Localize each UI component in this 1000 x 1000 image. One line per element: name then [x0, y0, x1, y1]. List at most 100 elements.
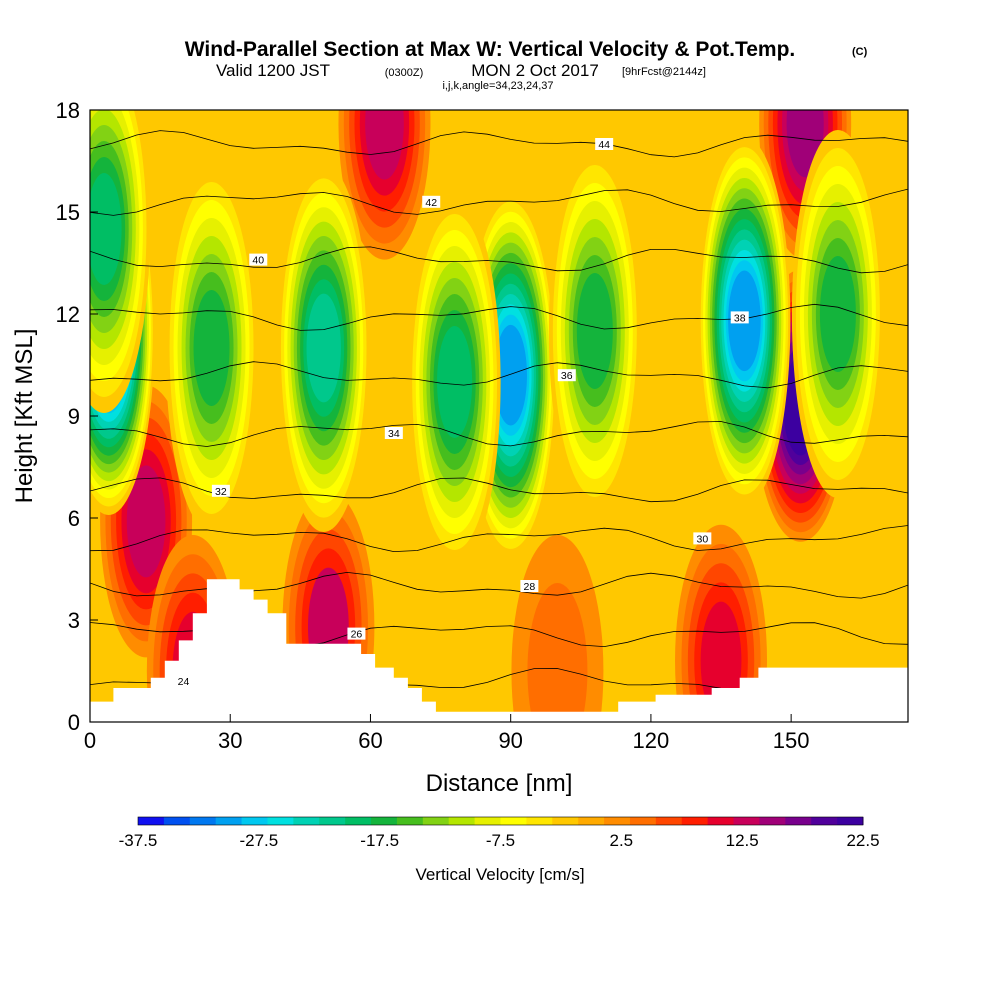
x-tick-label: 150 — [773, 728, 810, 753]
svg-text:42: 42 — [425, 197, 437, 209]
isentrope — [90, 421, 908, 447]
isentrope — [90, 303, 908, 331]
contour-label: 26 — [347, 627, 366, 641]
x-tick-label: 30 — [218, 728, 242, 753]
contour-label: 44 — [595, 138, 614, 151]
colorbar-swatch — [707, 817, 735, 825]
svg-text:30: 30 — [696, 533, 708, 545]
colorbar-swatch — [215, 817, 243, 825]
colorbar-swatch — [629, 817, 657, 825]
terrain — [90, 579, 908, 722]
svg-text:40: 40 — [252, 255, 264, 267]
copyright-mark: (C) — [852, 46, 868, 58]
colorbar-swatch — [655, 817, 683, 825]
svg-text:28: 28 — [524, 581, 536, 593]
contour-label: 34 — [384, 427, 403, 440]
isentrope — [90, 188, 908, 216]
valid-zone: (0300Z) — [385, 67, 424, 79]
y-tick-label: 0 — [68, 710, 80, 735]
isentrope — [90, 246, 908, 274]
svg-text:32: 32 — [215, 486, 227, 498]
svg-text:26: 26 — [351, 629, 363, 641]
plot-area: 24 26 28 30 32 34 36 38 40 42 44 46 48 — [90, 22, 908, 722]
colorbar-tick-label: 22.5 — [846, 831, 879, 850]
x-tick-label: 90 — [498, 728, 522, 753]
colorbar-swatch — [604, 817, 631, 825]
colorbar-swatch — [241, 817, 268, 825]
colorbar — [137, 816, 864, 826]
contour-label: 48 — [287, 22, 305, 35]
x-tick-label: 60 — [358, 728, 382, 753]
forecast-info: [9hrFcst@2144z] — [622, 66, 706, 78]
contour-label: 38 — [730, 311, 749, 324]
velocity-band — [576, 273, 613, 389]
y-tick-label: 9 — [68, 404, 80, 429]
velocity-band — [437, 326, 473, 438]
velocity-band — [527, 583, 588, 722]
colorbar-tick-label: 12.5 — [726, 831, 759, 850]
colorbar-swatch — [138, 817, 165, 825]
contour-label: 32 — [211, 484, 230, 498]
colorbar-swatch — [371, 817, 398, 825]
svg-text:38: 38 — [734, 312, 746, 324]
colorbar-swatch — [733, 817, 760, 825]
velocity-band — [819, 256, 856, 372]
contour-label: 28 — [520, 580, 539, 593]
colorbar-swatch — [319, 817, 346, 825]
svg-text:46: 46 — [771, 81, 783, 93]
colorbar-swatch — [526, 817, 553, 825]
colorbar-tick-label: -37.5 — [119, 831, 158, 850]
colorbar-swatch — [267, 817, 294, 825]
colorbar-swatch — [552, 817, 579, 825]
contour-label: 42 — [422, 195, 441, 209]
y-tick-label: 6 — [68, 506, 80, 531]
contour-label: 24 — [174, 675, 193, 688]
colorbar-swatch — [448, 817, 476, 825]
contour-label: 46 — [768, 80, 786, 93]
colorbar-swatch — [345, 817, 372, 825]
isentrope — [90, 361, 908, 389]
x-axis: 0 30 60 90 120 150 — [84, 714, 810, 753]
y-tick-label: 18 — [56, 98, 80, 123]
valid-time: Valid 1200 JST — [216, 61, 330, 80]
svg-text:34: 34 — [388, 428, 400, 440]
colorbar-swatch — [681, 817, 709, 825]
colorbar-tick-label: -7.5 — [486, 831, 515, 850]
colorbar-label: Vertical Velocity [cm/s] — [415, 865, 584, 884]
isentrope — [90, 525, 908, 553]
velocity-band — [494, 324, 527, 426]
colorbar-swatch — [163, 817, 191, 825]
y-axis: 0 3 6 9 12 15 18 — [56, 98, 98, 735]
chart-title: Wind-Parallel Section at Max W: Vertical… — [185, 38, 796, 61]
colorbar-tick-label: -27.5 — [239, 831, 278, 850]
colorbar-tick-label: 2.5 — [610, 831, 634, 850]
svg-text:44: 44 — [598, 139, 610, 151]
y-tick-label: 12 — [56, 302, 80, 327]
svg-text:48: 48 — [290, 23, 302, 35]
colorbar-swatch — [837, 817, 864, 825]
grid-indices: i,j,k,angle=34,23,24,37 — [442, 80, 553, 92]
svg-text:24: 24 — [178, 676, 190, 688]
colorbar-swatch — [578, 817, 605, 825]
contour-label: 30 — [693, 532, 712, 545]
x-tick-label: 0 — [84, 728, 96, 753]
colorbar-ticks: -37.5 -27.5 -17.5 -7.5 2.5 12.5 22.5 — [119, 831, 880, 850]
colorbar-tick-label: -17.5 — [360, 831, 399, 850]
vertical-velocity-field — [90, 110, 884, 722]
velocity-band — [193, 290, 230, 406]
y-tick-label: 15 — [56, 200, 80, 225]
y-tick-label: 3 — [68, 608, 80, 633]
colorbar-swatch — [759, 817, 786, 825]
colorbar-swatch — [500, 817, 527, 825]
x-tick-label: 120 — [633, 728, 670, 753]
velocity-band — [90, 173, 122, 285]
colorbar-swatch — [189, 817, 217, 825]
colorbar-swatch — [811, 817, 838, 825]
y-axis-label: Height [Kft MSL] — [11, 329, 38, 504]
colorbar-swatch — [422, 817, 450, 825]
isentrope — [90, 130, 908, 158]
colorbar-swatch — [293, 817, 320, 825]
colorbar-swatch — [396, 817, 424, 825]
x-axis-label: Distance [nm] — [426, 770, 573, 797]
